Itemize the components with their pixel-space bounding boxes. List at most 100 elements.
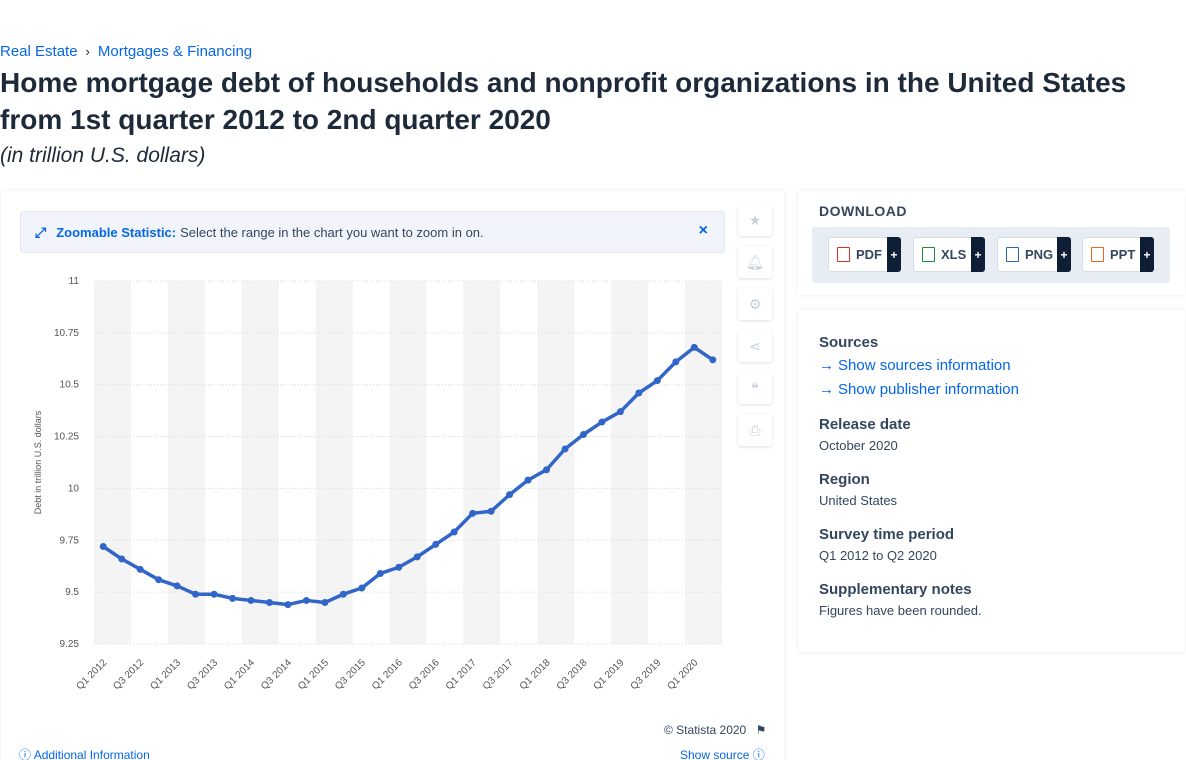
x-tick-label: Q1 2012 bbox=[74, 657, 109, 692]
download-xls-label: XLS bbox=[941, 247, 967, 262]
additional-info-link[interactable]: ⓘ Additional Information bbox=[19, 746, 150, 760]
data-point bbox=[155, 576, 163, 584]
data-point bbox=[99, 543, 107, 551]
data-point bbox=[579, 430, 587, 438]
info-card: Sources → Show sources information → Show … bbox=[798, 310, 1185, 652]
plot-band bbox=[94, 281, 131, 644]
data-point bbox=[339, 590, 347, 598]
data-point bbox=[616, 408, 624, 416]
release-date-heading: Release date bbox=[819, 416, 911, 433]
data-point bbox=[210, 590, 218, 598]
download-png-label: PNG bbox=[1025, 247, 1054, 262]
series-line bbox=[102, 345, 714, 607]
x-tick-label: Q3 2014 bbox=[259, 657, 294, 692]
plus-icon[interactable]: + bbox=[887, 237, 901, 272]
favorite-button[interactable]: ★ bbox=[738, 204, 772, 236]
region-heading: Region bbox=[819, 471, 870, 488]
show-publisher-label: Show publisher information bbox=[838, 381, 1019, 398]
survey-period-heading: Survey time period bbox=[819, 526, 955, 543]
sources-heading: Sources bbox=[819, 334, 879, 351]
plus-icon[interactable]: + bbox=[1140, 237, 1154, 272]
data-point bbox=[690, 343, 698, 351]
data-point bbox=[561, 445, 569, 453]
print-icon: ⎙ bbox=[749, 421, 761, 438]
show-sources-link[interactable]: → Show sources information bbox=[819, 357, 1011, 374]
data-point bbox=[543, 466, 551, 474]
zoom-text: Select the range in the chart you want t… bbox=[180, 224, 484, 240]
data-point bbox=[136, 565, 144, 573]
breadcrumb-item-mortgages[interactable]: Mortgages & Financing bbox=[97, 43, 253, 60]
x-tick-label: Q3 2016 bbox=[407, 657, 442, 692]
x-tick-label: Q3 2017 bbox=[481, 657, 516, 692]
cite-button[interactable]: ❝ bbox=[738, 372, 772, 404]
settings-button[interactable]: ⚙ bbox=[738, 288, 772, 320]
plot-band bbox=[685, 281, 722, 644]
data-point bbox=[395, 563, 403, 571]
share-icon: ⋖ bbox=[749, 337, 761, 354]
data-point bbox=[192, 590, 200, 598]
y-tick-label: 11 bbox=[69, 276, 80, 287]
x-tick-label: Q1 2013 bbox=[148, 657, 183, 692]
y-tick-label: 9.5 bbox=[65, 587, 79, 598]
plot-band bbox=[463, 281, 501, 644]
line-chart[interactable]: 9.25 9.5 9.75 10 10.25 10.5 10.75 11 Debt in tri… bbox=[1, 191, 784, 711]
print-button[interactable]: ⎙ bbox=[738, 414, 772, 446]
x-tick-label: Q3 2012 bbox=[111, 657, 146, 692]
data-point bbox=[506, 491, 514, 499]
breadcrumb: Real Estate › Mortgages & Financing bbox=[0, 43, 252, 60]
x-tick-label: Q1 2018 bbox=[518, 657, 553, 692]
expand-icon: ⤢ bbox=[35, 223, 47, 240]
download-xls-button[interactable]: XLS + bbox=[913, 237, 985, 272]
data-point bbox=[358, 584, 366, 592]
data-point bbox=[469, 509, 477, 517]
bell-icon: 🔔︎ bbox=[746, 253, 764, 270]
y-axis-label: Debt in trillion U.S. dollars bbox=[33, 410, 43, 514]
show-source-link[interactable]: Show source ⓘ bbox=[680, 746, 765, 760]
copyright: © Statista 2020 ⚑ bbox=[664, 723, 766, 737]
x-tick-label: Q1 2019 bbox=[592, 657, 627, 692]
arrow-right-icon: → bbox=[819, 357, 834, 374]
data-point bbox=[284, 601, 292, 609]
y-tick-label: 10 bbox=[68, 483, 80, 494]
x-tick-label: Q1 2016 bbox=[370, 657, 405, 692]
data-point bbox=[302, 596, 310, 604]
data-point bbox=[524, 476, 532, 484]
notes-heading: Supplementary notes bbox=[819, 581, 972, 598]
y-tick-label: 10.75 bbox=[54, 328, 79, 339]
zoom-banner: ⤢ Zoomable Statistic: Select the range i… bbox=[20, 211, 725, 253]
download-png-button[interactable]: PNG + bbox=[997, 237, 1071, 272]
data-point bbox=[376, 569, 384, 577]
plot-band bbox=[389, 281, 427, 644]
y-tick-label: 10.25 bbox=[54, 432, 79, 443]
data-point bbox=[672, 358, 680, 366]
x-tick-label: Q3 2013 bbox=[185, 657, 220, 692]
flag-icon[interactable]: ⚑ bbox=[755, 723, 767, 737]
x-tick-label: Q1 2015 bbox=[296, 657, 331, 692]
show-publisher-link[interactable]: → Show publisher information bbox=[819, 381, 1019, 398]
info-icon: ⓘ bbox=[19, 748, 32, 760]
ppt-file-icon bbox=[1091, 247, 1104, 262]
download-ppt-button[interactable]: PPT + bbox=[1082, 237, 1154, 272]
plus-icon[interactable]: + bbox=[1057, 237, 1071, 272]
download-card: DOWNLOAD PDF + XLS + PNG + PPT + bbox=[798, 191, 1185, 295]
close-icon[interactable]: × bbox=[698, 222, 708, 239]
plus-icon[interactable]: + bbox=[971, 237, 985, 272]
breadcrumb-item-real-estate[interactable]: Real Estate bbox=[0, 43, 78, 60]
region-value: United States bbox=[819, 493, 898, 508]
xls-file-icon bbox=[922, 247, 935, 262]
show-source-label: Show source bbox=[680, 748, 750, 760]
download-pdf-button[interactable]: PDF + bbox=[828, 237, 901, 272]
data-point bbox=[321, 599, 329, 607]
show-sources-label: Show sources information bbox=[838, 357, 1011, 374]
plot-band bbox=[611, 281, 649, 644]
data-point bbox=[229, 594, 237, 602]
copyright-text: © Statista 2020 bbox=[664, 723, 747, 737]
arrow-right-icon: → bbox=[819, 381, 834, 398]
data-point bbox=[598, 418, 606, 426]
share-button[interactable]: ⋖ bbox=[738, 330, 772, 362]
data-point bbox=[413, 553, 421, 561]
notify-button[interactable]: 🔔︎ bbox=[738, 246, 772, 278]
breadcrumb-separator: › bbox=[85, 44, 90, 59]
data-point bbox=[118, 555, 126, 563]
x-tick-label: Q1 2020 bbox=[666, 657, 701, 692]
